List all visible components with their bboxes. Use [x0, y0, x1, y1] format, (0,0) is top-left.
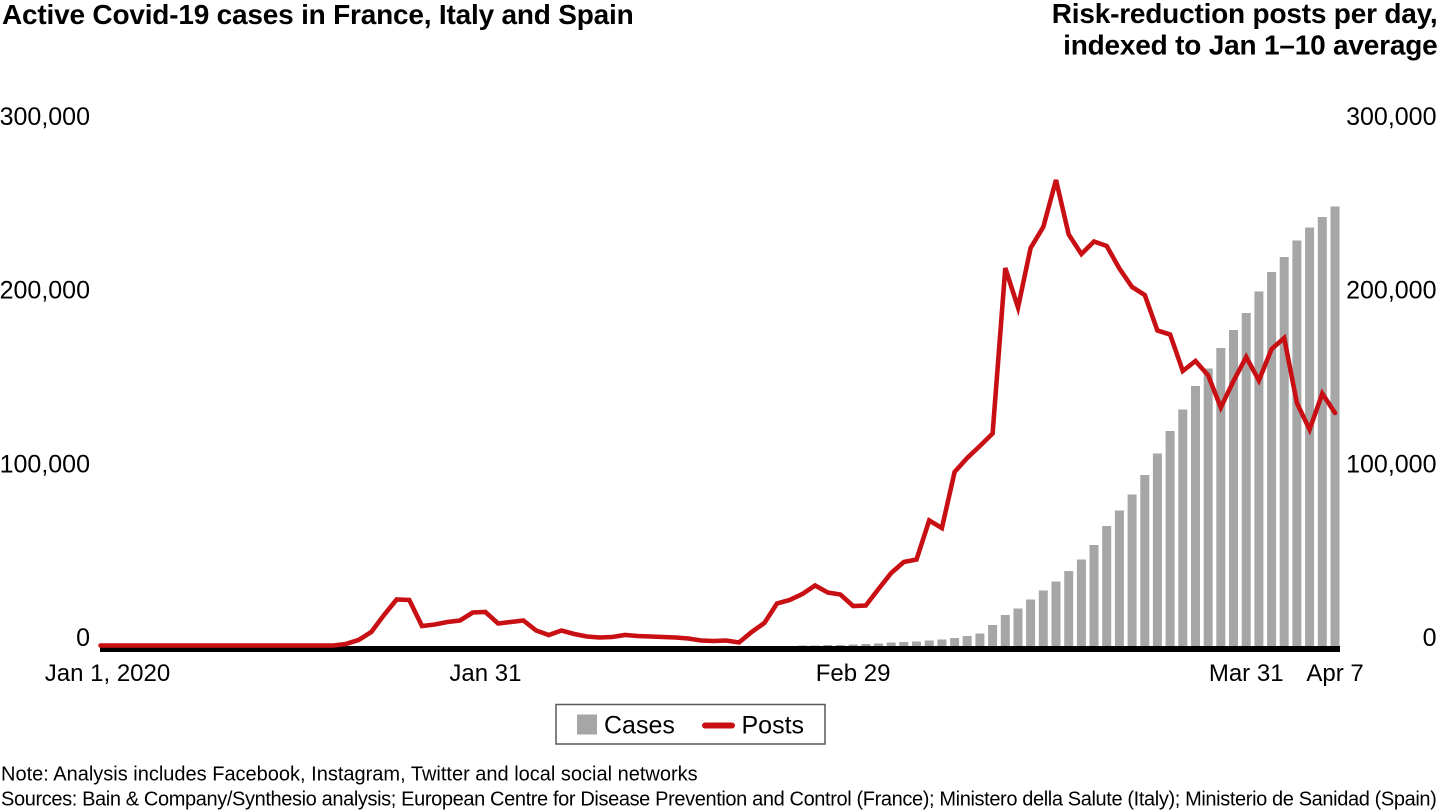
svg-text:Note: Analysis includes Facebo: Note: Analysis includes Facebook, Instag… — [1, 764, 698, 786]
svg-text:Posts: Posts — [742, 712, 805, 740]
svg-text:Jan 31: Jan 31 — [449, 660, 521, 687]
svg-text:Mar 31: Mar 31 — [1209, 660, 1284, 687]
svg-text:Cases: Cases — [604, 712, 675, 740]
svg-text:Feb 29: Feb 29 — [816, 660, 891, 687]
svg-text:200,000: 200,000 — [0, 277, 90, 305]
svg-text:Jan 1, 2020: Jan 1, 2020 — [45, 660, 170, 687]
svg-text:Active Covid-19 cases in Franc: Active Covid-19 cases in France, Italy a… — [2, 0, 634, 30]
svg-text:100,000: 100,000 — [0, 450, 90, 478]
svg-text:100,000: 100,000 — [1346, 450, 1436, 478]
svg-text:200,000: 200,000 — [1346, 277, 1436, 305]
svg-text:0: 0 — [76, 624, 90, 652]
svg-text:indexed to Jan 1–10 average: indexed to Jan 1–10 average — [1063, 30, 1437, 61]
svg-text:Risk-reduction posts per day,: Risk-reduction posts per day, — [1052, 0, 1438, 29]
svg-text:0: 0 — [1423, 624, 1437, 652]
svg-text:Apr 7: Apr 7 — [1306, 660, 1363, 687]
svg-text:300,000: 300,000 — [0, 103, 90, 131]
svg-text:300,000: 300,000 — [1346, 103, 1436, 131]
svg-text:Sources: Bain & Company/Synthe: Sources: Bain & Company/Synthesio analys… — [1, 789, 1436, 810]
